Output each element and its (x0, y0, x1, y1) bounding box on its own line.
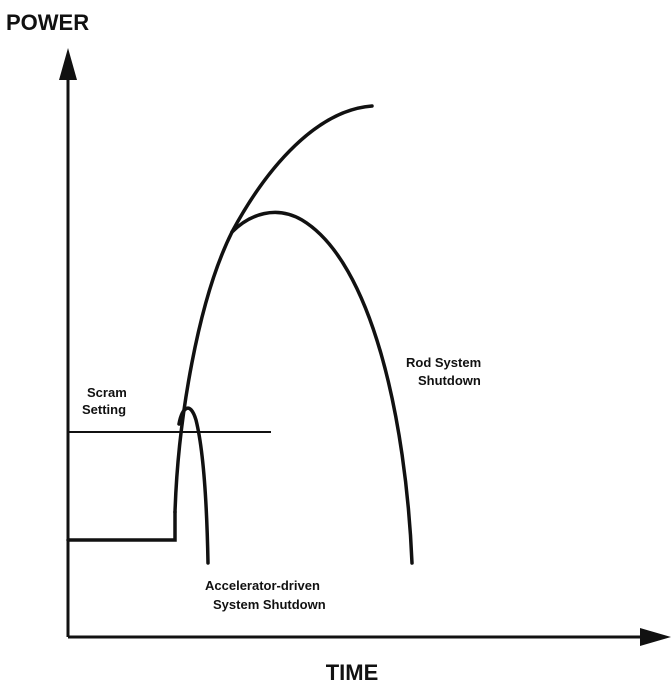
rod-shutdown-curve (230, 210, 414, 565)
y-axis-label: POWER (6, 10, 89, 35)
x-axis-label: TIME (326, 660, 379, 684)
y-axis-arrow (59, 48, 77, 80)
scram-label: Scram (87, 385, 127, 400)
unshutdown-curve (173, 104, 374, 514)
baseline-power (66, 510, 177, 542)
accelerator-label: Accelerator-driven (205, 578, 320, 593)
rod-label: Rod System (406, 355, 481, 370)
accelerator-label: System Shutdown (213, 597, 326, 612)
rod-label: Shutdown (418, 373, 481, 388)
scram-label: Setting (82, 402, 126, 417)
x-axis-arrow (640, 628, 671, 646)
accelerator-shutdown-curve (177, 406, 210, 565)
